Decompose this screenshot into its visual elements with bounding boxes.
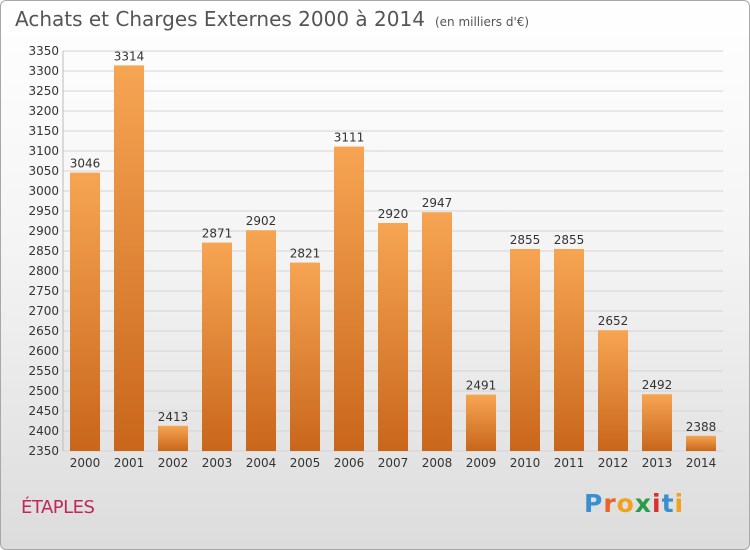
data-label: 2855 <box>554 233 585 247</box>
bar-2014 <box>686 435 716 451</box>
y-tick-label: 3200 <box>28 104 59 118</box>
bar-2007 <box>378 223 408 451</box>
logo-letter: i <box>652 489 662 518</box>
x-tick-label: 2002 <box>158 456 189 470</box>
y-tick-label: 2650 <box>28 324 59 338</box>
y-tick-label: 2550 <box>28 364 59 378</box>
y-tick-label: 3300 <box>28 64 59 78</box>
data-label: 2947 <box>422 196 453 210</box>
logo-letter: x <box>634 489 652 518</box>
x-tick-label: 2005 <box>290 456 321 470</box>
y-tick-label: 2500 <box>28 384 59 398</box>
chart-unit: (en milliers d'€) <box>434 15 530 29</box>
data-label: 2652 <box>598 314 629 328</box>
y-tick-label: 2600 <box>28 344 59 358</box>
bar-2001 <box>114 65 144 452</box>
bar-2012 <box>598 330 628 451</box>
logo-letter: r <box>603 489 617 518</box>
x-tick-label: 2014 <box>686 456 717 470</box>
bar-2000 <box>70 172 100 451</box>
data-label: 2388 <box>686 420 717 434</box>
y-tick-label: 3000 <box>28 184 59 198</box>
chart-title-text: Achats et Charges Externes 2000 à 2014 <box>15 7 425 31</box>
data-label: 2821 <box>290 247 321 261</box>
data-label: 2855 <box>510 233 541 247</box>
bars <box>70 65 716 452</box>
y-tick-label: 2700 <box>28 304 59 318</box>
y-tick-label: 3050 <box>28 164 59 178</box>
x-tick-label: 2011 <box>554 456 585 470</box>
y-tick-label: 2400 <box>28 424 59 438</box>
x-tick-label: 2001 <box>114 456 145 470</box>
y-tick-label: 2450 <box>28 404 59 418</box>
chart-title: Achats et Charges Externes 2000 à 2014 (e… <box>15 7 529 31</box>
proxiti-logo[interactable]: Proxiti <box>584 489 684 518</box>
x-tick-label: 2007 <box>378 456 409 470</box>
x-tick-label: 2004 <box>246 456 277 470</box>
bar-2009 <box>466 394 496 451</box>
y-tick-label: 3250 <box>28 84 59 98</box>
logo-letter: i <box>674 489 685 518</box>
bar-2003 <box>202 242 232 451</box>
y-tick-label: 2750 <box>28 284 59 298</box>
x-tick-label: 2009 <box>466 456 497 470</box>
y-tick-label: 2900 <box>28 224 59 238</box>
x-tick-label: 2003 <box>202 456 233 470</box>
y-tick-label: 2350 <box>28 444 59 458</box>
logo-letter: o <box>616 489 635 518</box>
data-label: 2492 <box>642 378 673 392</box>
bar-2005 <box>290 262 320 451</box>
x-tick-label: 2012 <box>598 456 629 470</box>
city-name: ÉTAPLES <box>21 497 95 518</box>
x-tick-label: 2006 <box>334 456 365 470</box>
x-tick-label: 2008 <box>422 456 453 470</box>
logo-letter: t <box>661 489 675 518</box>
bar-2006 <box>334 146 364 451</box>
y-tick-label: 3350 <box>28 44 59 58</box>
y-tick-label: 2850 <box>28 244 59 258</box>
data-label: 2413 <box>158 410 189 424</box>
data-label: 3111 <box>334 131 365 145</box>
bar-2013 <box>642 394 672 451</box>
y-axis-ticks: 2350 2400 2450 2500 2550 2600 2650 2700 2750 2800… <box>28 44 59 458</box>
data-label: 3314 <box>114 49 145 63</box>
x-axis-ticks: 2000 2001 2002 2003 2004 2005 2006 2007 2008 2009… <box>70 456 717 470</box>
x-tick-label: 2010 <box>510 456 541 470</box>
logo-letter: P <box>584 489 604 518</box>
data-label: 2902 <box>246 214 277 228</box>
bar-2010 <box>510 249 540 451</box>
bar-2008 <box>422 212 452 451</box>
x-tick-label: 2013 <box>642 456 673 470</box>
data-label: 3046 <box>70 157 101 171</box>
bar-2004 <box>246 230 276 451</box>
y-tick-label: 2950 <box>28 204 59 218</box>
data-label: 2871 <box>202 227 233 241</box>
bar-2011 <box>554 249 584 451</box>
data-labels: 3046 3314 2413 2871 2902 2821 3111 2920 2947 2491… <box>70 49 717 433</box>
y-tick-label: 3150 <box>28 124 59 138</box>
x-tick-label: 2000 <box>70 456 101 470</box>
data-label: 2491 <box>466 379 497 393</box>
y-tick-label: 2800 <box>28 264 59 278</box>
bar-2002 <box>158 425 188 451</box>
y-tick-label: 3100 <box>28 144 59 158</box>
data-label: 2920 <box>378 207 409 221</box>
